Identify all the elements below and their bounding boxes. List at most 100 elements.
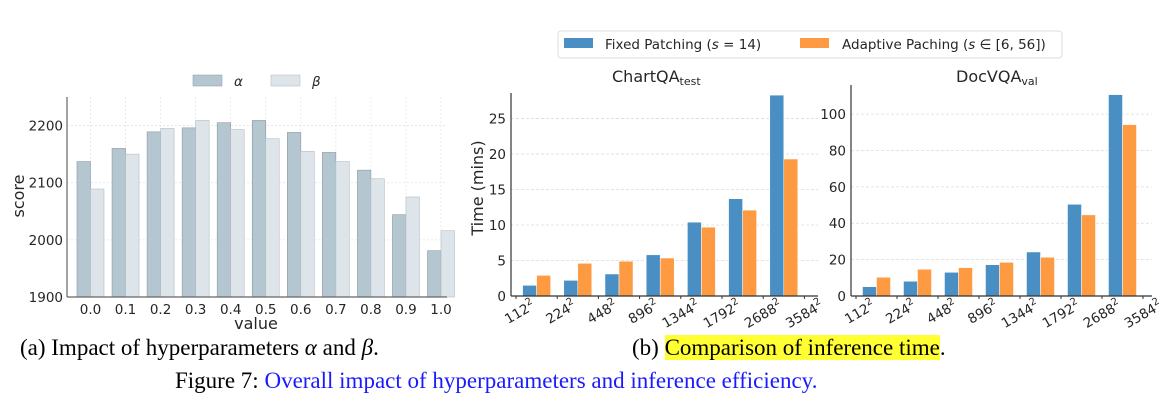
bar-alpha-0.2 <box>146 131 161 298</box>
bar-alpha-0.3 <box>181 127 196 298</box>
bar-beta-0.3 <box>195 120 210 298</box>
bar-fixed-1344 <box>645 254 661 297</box>
bar-adaptive-3584 <box>1122 124 1137 297</box>
bar-adaptive-2688 <box>742 209 757 297</box>
subcaption-a-beta: β <box>361 335 374 360</box>
bar-adaptive-1792 <box>701 226 716 297</box>
legend-label-fixed-patching: Fixed Patching (s = 14) <box>605 37 761 53</box>
x-tick-label: 35842 <box>782 296 826 332</box>
bar-beta-1.0 <box>440 230 455 298</box>
chart-b-legend: Fixed Patching (s = 14) Adaptive Paching… <box>557 30 1063 59</box>
x-tick-label: 2242 <box>542 296 579 328</box>
chartqa-gridlines <box>511 118 818 261</box>
bar-beta-0.0 <box>90 188 105 298</box>
y-tick-label: 15 <box>489 183 506 199</box>
y-tick-label: 40 <box>829 216 846 232</box>
subcaption-b-highlighted-text: Comparison of inference time <box>664 335 940 360</box>
bar-fixed-224 <box>522 285 537 297</box>
y-tick-label: 80 <box>829 143 846 159</box>
subcaption-a-period: . <box>373 335 379 360</box>
y-tick-label: 2200 <box>29 119 63 135</box>
chartqa-x-ticks: 1122 2242 4482 8962 13442 17922 26882 35842 <box>502 296 826 332</box>
chartqa-y-axis-label: Time (mins) <box>468 140 487 236</box>
bar-adaptive-896 <box>958 267 973 297</box>
chart-chartqa-title: ChartQAtest <box>612 67 701 88</box>
bar-adaptive-448 <box>917 269 932 297</box>
figure-caption-link[interactable]: Overall impact of hyperparameters and in… <box>264 368 818 393</box>
x-tick-label: 4482 <box>584 296 621 328</box>
bar-fixed-224 <box>862 286 877 297</box>
x-tick-label: 8962 <box>625 296 662 328</box>
bar-beta-0.2 <box>160 128 175 298</box>
legend-swatch-fixed-patching <box>564 38 593 48</box>
chartqa-y-ticks: 0 5 10 15 20 25 <box>489 112 506 305</box>
docvqa-bars <box>862 94 1137 297</box>
subcaption-b: (b) Comparison of inference time. <box>632 335 946 361</box>
x-tick-label: 1122 <box>841 296 878 328</box>
x-tick-label: 8962 <box>964 296 1001 328</box>
subcaption-a-text: (a) Impact of hyperparameters <box>20 335 305 360</box>
bar-beta-0.4 <box>230 129 245 298</box>
bar-fixed-448 <box>903 281 918 297</box>
x-tick-label: 0.1 <box>115 302 136 318</box>
docvqa-x-ticks: 1122 2242 4482 8962 13442 17922 26882 35842 <box>841 296 1165 332</box>
y-tick-label: 100 <box>820 107 846 123</box>
bar-adaptive-3584 <box>783 158 799 297</box>
subcaption-a: (a) Impact of hyperparameters α and β. <box>20 335 379 361</box>
y-tick-label: 0 <box>837 289 846 305</box>
chart-a-y-ticks: 1900 2000 2100 2200 <box>29 119 63 306</box>
bar-adaptive-448 <box>577 263 593 297</box>
x-tick-label: 35842 <box>1121 296 1165 332</box>
y-tick-label: 5 <box>497 254 506 270</box>
x-tick-label: 17922 <box>1039 296 1083 332</box>
x-tick-label: 1.0 <box>430 302 451 318</box>
figure-caption-label: Figure 7: <box>175 368 265 393</box>
bar-adaptive-2688 <box>1081 214 1096 297</box>
x-tick-label: 13442 <box>659 296 703 332</box>
subcaption-a-alpha: α <box>304 335 317 360</box>
y-tick-label: 0 <box>497 289 506 305</box>
bar-beta-0.6 <box>300 150 315 298</box>
bar-adaptive-1792 <box>1040 257 1055 297</box>
legend-swatch-beta <box>270 74 301 87</box>
bar-alpha-0.5 <box>251 120 267 298</box>
bar-fixed-2688 <box>728 198 743 297</box>
x-tick-label: 0.8 <box>360 302 381 318</box>
docvqa-gridlines <box>851 113 1152 261</box>
chart-a-y-axis-label: score <box>9 175 28 218</box>
bar-fixed-1344 <box>985 264 1000 297</box>
x-tick-label: 0.9 <box>395 302 416 318</box>
bar-alpha-0.0 <box>76 161 91 298</box>
chart-a-bars <box>76 120 455 298</box>
x-tick-label: 0.4 <box>220 302 241 318</box>
bar-fixed-896 <box>604 273 620 297</box>
chart-a-legend: α β <box>192 74 321 90</box>
x-tick-label: 26882 <box>1080 296 1124 332</box>
x-tick-label: 0.7 <box>325 302 346 318</box>
docvqa-y-ticks: 0 20 40 60 80 100 <box>820 107 846 305</box>
chartqa-axes <box>510 93 818 299</box>
bar-fixed-448 <box>563 280 579 297</box>
y-tick-label: 25 <box>489 112 506 128</box>
x-tick-label: 0.5 <box>255 302 276 318</box>
subcaption-b-period: . <box>939 335 946 360</box>
bar-fixed-896 <box>944 272 959 297</box>
bar-fixed-1792 <box>1026 251 1041 297</box>
subcaption-a-and: and <box>316 335 362 360</box>
legend-label-adaptive-patching: Adaptive Paching (s ∈ [6, 56]) <box>842 37 1046 53</box>
bar-fixed-3584 <box>1108 94 1123 297</box>
y-tick-label: 2000 <box>29 233 63 249</box>
legend-label-alpha: α <box>234 74 243 90</box>
chart-a-x-axis-label: value <box>234 314 278 333</box>
bar-adaptive-224 <box>536 275 551 297</box>
x-tick-label: 0.6 <box>290 302 311 318</box>
figure-caption: Figure 7: Overall impact of hyperparamet… <box>175 368 817 394</box>
legend-swatch-adaptive-patching <box>800 38 829 48</box>
bar-adaptive-1344 <box>659 257 675 297</box>
docvqa-axes <box>850 85 1152 299</box>
y-tick-label: 60 <box>829 180 846 196</box>
y-tick-label: 20 <box>489 147 506 163</box>
bar-adaptive-224 <box>876 277 891 297</box>
